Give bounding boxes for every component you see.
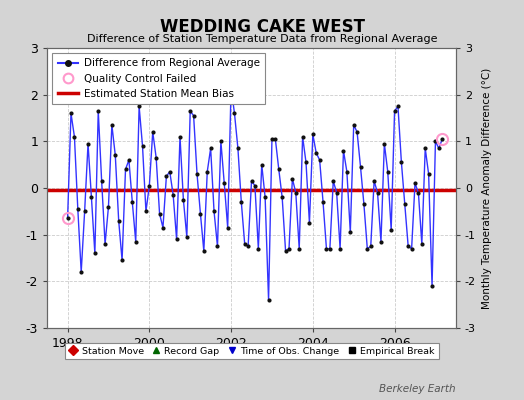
Text: Difference of Station Temperature Data from Regional Average: Difference of Station Temperature Data f… [87, 34, 437, 44]
Y-axis label: Monthly Temperature Anomaly Difference (°C): Monthly Temperature Anomaly Difference (… [482, 67, 492, 309]
Text: WEDDING CAKE WEST: WEDDING CAKE WEST [159, 18, 365, 36]
Legend: Station Move, Record Gap, Time of Obs. Change, Empirical Break: Station Move, Record Gap, Time of Obs. C… [64, 343, 439, 359]
Legend: Difference from Regional Average, Quality Control Failed, Estimated Station Mean: Difference from Regional Average, Qualit… [52, 53, 265, 104]
Text: Berkeley Earth: Berkeley Earth [379, 384, 456, 394]
